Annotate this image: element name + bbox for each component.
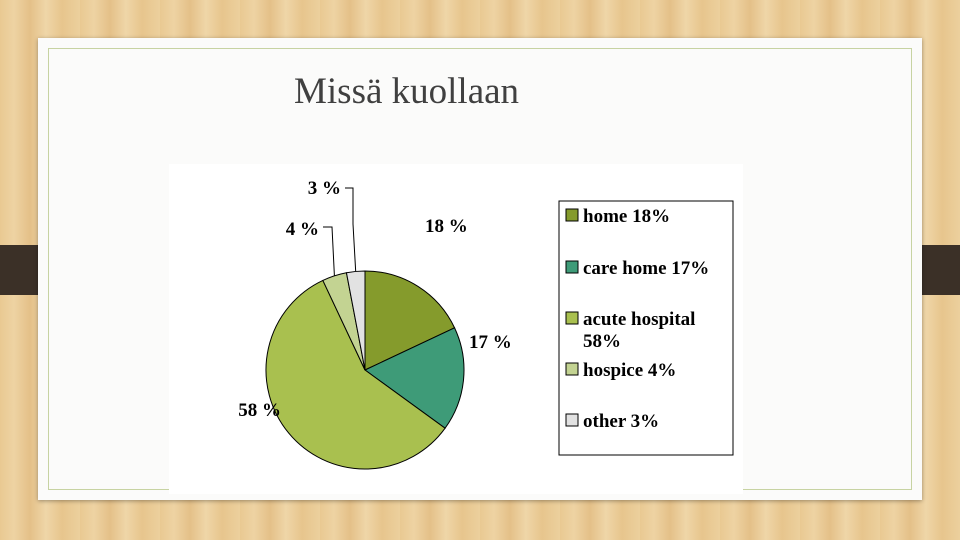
legend-entry-acute-hospital: acute hospital xyxy=(583,309,695,330)
pie-chart: 18 % 17 % 58 % 4 % 3 % home 18% care home 17%… xyxy=(238,178,734,470)
chart-area: 18 % 17 % 58 % 4 % 3 % home 18% care home 17%… xyxy=(169,164,743,494)
pie-slice-acute-hospital xyxy=(265,279,446,470)
legend-swatch-care-home xyxy=(565,260,579,274)
slide-title: Missä kuollaan xyxy=(294,71,520,112)
legend-entry-acute-hospital: 58% xyxy=(583,331,621,352)
legend-entry-hospice: hospice 4% xyxy=(583,360,676,381)
data-label-care-home: 17 % xyxy=(469,332,512,353)
legend-entry-other: other 3% xyxy=(583,411,659,432)
leader-line-hospice xyxy=(323,226,335,276)
legend-swatch-hospice xyxy=(565,362,579,376)
pie-slice-care-home xyxy=(364,327,465,429)
data-label-hospice: 4 % xyxy=(286,219,319,240)
legend-entry-home: home 18% xyxy=(583,206,670,227)
slide: Missä kuollaan 18 % 17 % 58 % 4 % 3 % home 1… xyxy=(38,38,922,500)
leader-line-other xyxy=(345,187,357,272)
data-label-acute-hospital: 58 % xyxy=(238,400,281,421)
legend-swatch-home xyxy=(565,208,579,222)
legend-swatch-other xyxy=(565,413,579,427)
data-label-other: 3 % xyxy=(308,178,341,199)
pie-slice-home xyxy=(364,270,456,371)
legend-swatch-acute-hospital xyxy=(565,311,579,325)
legend-entry-care-home: care home 17% xyxy=(583,258,709,279)
legend-box xyxy=(558,200,734,456)
data-label-home: 18 % xyxy=(425,216,468,237)
